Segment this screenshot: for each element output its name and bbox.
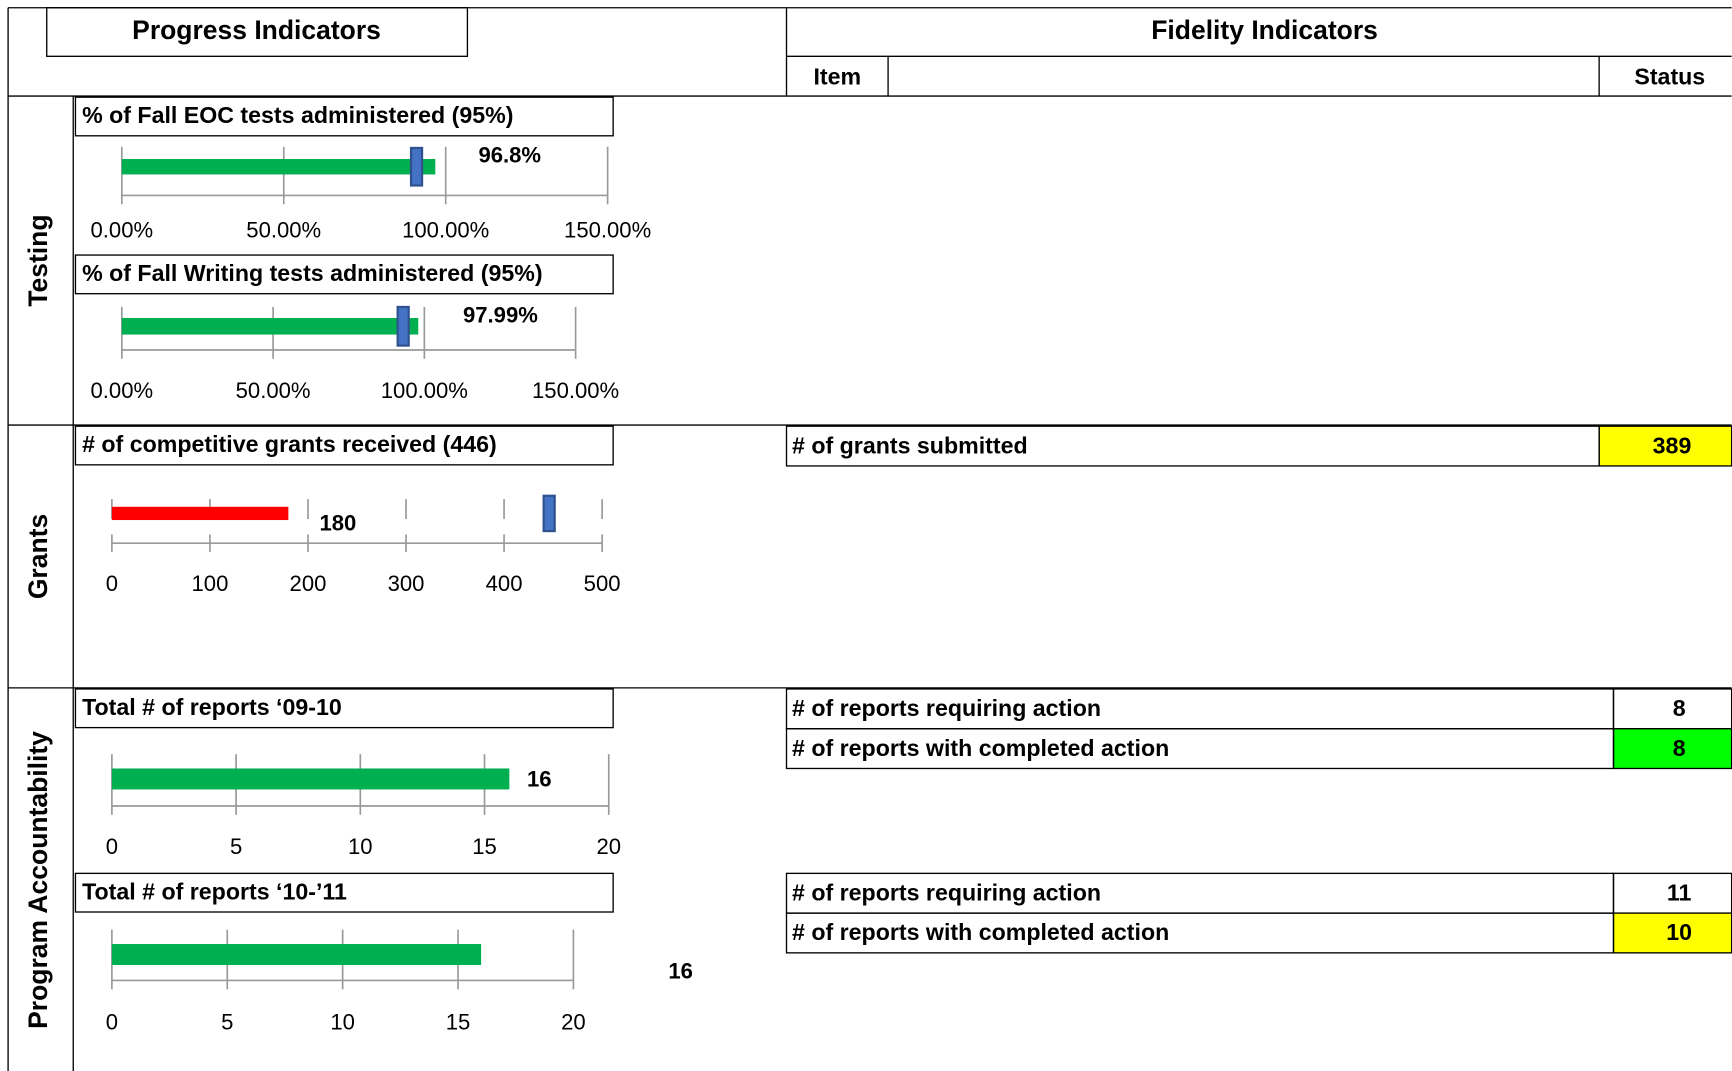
chart-title: Total # of reports ‘09-10 <box>82 694 342 720</box>
x-tick-label: 100.00% <box>381 378 468 403</box>
value-label: 16 <box>527 766 552 791</box>
x-tick-label: 10 <box>348 834 373 859</box>
chart-title: % of Fall Writing tests administered (95… <box>82 260 543 286</box>
status-value: 389 <box>1653 432 1692 458</box>
status-header: Status <box>1634 64 1705 90</box>
x-tick-label: 150.00% <box>564 218 651 243</box>
value-label: 16 <box>668 959 693 984</box>
chart-title-box <box>74 688 614 729</box>
x-tick-label: 50.00% <box>236 378 311 403</box>
status-cell <box>1612 872 1732 914</box>
x-tick-label: 400 <box>486 571 523 596</box>
chart-title: # of competitive grants received (446) <box>82 431 497 457</box>
section-label: Grants <box>23 514 53 599</box>
bar <box>111 768 510 790</box>
x-tick-label: 300 <box>388 571 425 596</box>
item-label: # of reports with completed action <box>792 735 1169 761</box>
chart-title-box <box>74 96 614 137</box>
x-tick-label: 0.00% <box>91 378 154 403</box>
value-label: 97.99% <box>463 303 538 328</box>
x-tick-label: 500 <box>584 571 621 596</box>
x-tick-label: 15 <box>446 1009 471 1034</box>
x-tick-label: 20 <box>561 1009 586 1034</box>
bar <box>121 158 436 175</box>
item-label: # of reports requiring action <box>792 879 1101 905</box>
status-value: 8 <box>1673 695 1686 721</box>
chart-title-box <box>74 254 614 295</box>
status-cell <box>1612 728 1732 770</box>
bar <box>111 944 482 966</box>
item-label: # of reports requiring action <box>792 695 1101 721</box>
x-tick-label: 200 <box>290 571 327 596</box>
x-tick-label: 100 <box>192 571 229 596</box>
item-cell <box>785 425 1600 467</box>
x-tick-label: 0 <box>106 1009 118 1034</box>
x-tick-label: 150.00% <box>532 378 619 403</box>
chart-title-box <box>74 872 614 913</box>
header-box <box>46 7 469 57</box>
item-label: # of reports with completed action <box>792 919 1169 945</box>
chart-title: % of Fall EOC tests administered (95%) <box>82 102 513 128</box>
target-marker <box>396 305 410 347</box>
section-label: Program Accountability <box>23 731 53 1029</box>
target-marker <box>409 146 424 187</box>
bar <box>111 506 289 521</box>
chart-title: Total # of reports ‘10-’11 <box>82 878 347 904</box>
x-tick-label: 100.00% <box>402 218 489 243</box>
x-tick-label: 5 <box>221 1009 233 1034</box>
status-cell <box>1598 425 1732 467</box>
bar <box>121 317 419 335</box>
fidelity-header: Fidelity Indicators <box>1151 15 1378 45</box>
item-cell <box>785 912 1615 954</box>
status-cell <box>1612 688 1732 730</box>
item-header: Item <box>813 64 861 90</box>
progress-header: Progress Indicators <box>132 15 381 45</box>
x-tick-label: 0.00% <box>91 218 154 243</box>
item-cell <box>785 728 1615 770</box>
status-value: 8 <box>1673 735 1686 761</box>
x-tick-label: 0 <box>106 834 118 859</box>
x-tick-label: 5 <box>230 834 242 859</box>
target-marker <box>542 494 556 533</box>
x-tick-label: 0 <box>106 571 118 596</box>
chart-title-box <box>74 425 614 466</box>
x-tick-label: 20 <box>596 834 621 859</box>
x-tick-label: 15 <box>472 834 497 859</box>
item-label: # of grants submitted <box>792 432 1028 458</box>
status-value: 11 <box>1667 879 1692 905</box>
section-label: Testing <box>23 214 53 306</box>
x-tick-label: 10 <box>330 1009 355 1034</box>
x-tick-label: 50.00% <box>246 218 321 243</box>
value-label: 96.8% <box>478 143 541 168</box>
status-value: 10 <box>1666 919 1692 945</box>
value-label: 180 <box>319 510 356 535</box>
